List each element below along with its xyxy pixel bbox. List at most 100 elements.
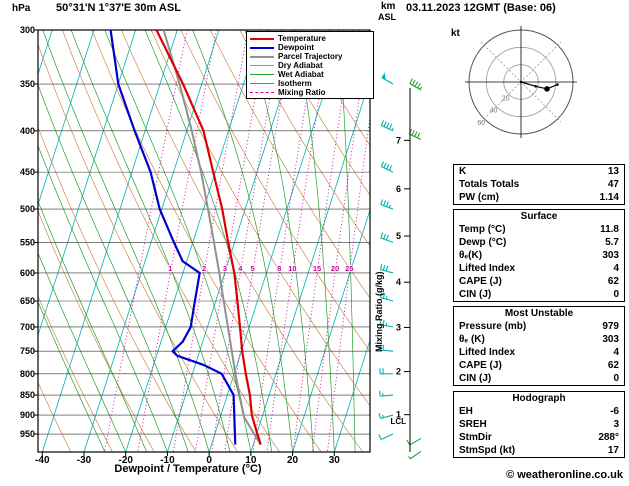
stat-row: Pressure (mb) 979	[454, 320, 624, 333]
svg-text:3: 3	[223, 264, 227, 273]
stat-row: CIN (J) 0	[454, 288, 624, 301]
svg-text:8: 8	[277, 264, 281, 273]
svg-text:600: 600	[20, 268, 35, 278]
stat-label: Temp (°C)	[459, 224, 506, 235]
wet-adiabat-line-sample	[250, 74, 274, 75]
mixing-ratio-axis-label: Mixing Ratio (g/kg)	[374, 271, 384, 353]
parcel-line-sample	[250, 55, 274, 58]
svg-text:5: 5	[250, 264, 254, 273]
temperature-line-sample	[250, 37, 274, 40]
svg-text:1: 1	[168, 264, 172, 273]
svg-text:7: 7	[396, 135, 401, 145]
stability-indices-panel: K 13 Totals Totals 47 PW (cm) 1.14	[453, 164, 625, 205]
stat-row: Dewp (°C) 5.7	[454, 236, 624, 249]
stat-value: 13	[607, 166, 619, 177]
km-axis-unit-asl: ASL	[378, 12, 396, 22]
mixing-ratio-line-sample	[250, 92, 274, 93]
svg-text:300: 300	[20, 25, 35, 35]
isotherm-lines	[38, 30, 370, 452]
svg-text:-10: -10	[160, 455, 175, 466]
stat-label: CAPE (J)	[459, 276, 502, 287]
stat-value: 62	[607, 360, 619, 371]
isotherm-line-sample	[250, 83, 274, 84]
legend-item: Dewpoint	[250, 43, 371, 52]
stat-row: K 13	[454, 165, 624, 178]
stat-value: 4	[613, 347, 619, 358]
stat-value: 303	[602, 334, 619, 345]
temperature-axis: -40 -30 -20 -10 0 10 20 30	[35, 452, 340, 466]
stat-row: CAPE (J) 62	[454, 275, 624, 288]
stat-row: CIN (J) 0	[454, 372, 624, 385]
stat-value: 4	[613, 263, 619, 274]
svg-text:5: 5	[396, 231, 401, 241]
stat-row: Lifted Index 4	[454, 346, 624, 359]
stat-label: K	[459, 166, 467, 177]
stat-label: StmDir	[459, 432, 492, 443]
legend-label: Dewpoint	[278, 43, 314, 52]
stat-label: PW (cm)	[459, 192, 499, 203]
stat-row: StmDir 288°	[454, 431, 624, 444]
svg-text:1: 1	[396, 410, 401, 420]
stat-value: 17	[607, 445, 619, 456]
stat-row: SREH 3	[454, 418, 624, 431]
dry-adiabat-line-sample	[250, 65, 274, 66]
stat-value: 303	[602, 250, 619, 261]
wet-adiabat-lines	[38, 30, 356, 452]
parcel-trajectory-curve	[162, 30, 262, 446]
svg-text:6: 6	[396, 184, 401, 194]
svg-text:900: 900	[20, 410, 35, 420]
stat-value: 5.7	[605, 237, 619, 248]
svg-text:700: 700	[20, 322, 35, 332]
stat-value: 0	[613, 289, 619, 300]
stat-value: 3	[613, 419, 619, 430]
stat-row: EH -6	[454, 405, 624, 418]
legend-label: Isotherm	[278, 79, 312, 88]
stat-value: 11.8	[600, 224, 619, 235]
legend-item: Temperature	[250, 34, 371, 43]
svg-text:30: 30	[329, 455, 341, 466]
most-unstable-panel: Most Unstable Pressure (mb) 979 θₑ (K) 3…	[453, 306, 625, 386]
svg-text:20: 20	[331, 264, 339, 273]
svg-text:4: 4	[396, 277, 401, 287]
svg-text:4: 4	[238, 264, 243, 273]
legend-item: Parcel Trajectory	[250, 52, 371, 61]
svg-text:0: 0	[206, 455, 212, 466]
copyright: © weatheronline.co.uk	[506, 469, 623, 481]
legend: Temperature Dewpoint Parcel Trajectory D…	[246, 31, 374, 99]
legend-item: Isotherm	[250, 79, 371, 88]
hodograph-panel: Hodograph EH -6 SREH 3 StmDir 288° StmSp…	[453, 391, 625, 458]
panel-title: Surface	[520, 211, 558, 222]
pressure-axis-unit: hPa	[12, 3, 31, 14]
datetime-title: 03.11.2023 12GMT (Base: 06)	[406, 2, 556, 14]
surface-panel: Surface Temp (°C) 11.8 Dewp (°C) 5.7 θₑ(…	[453, 209, 625, 302]
panel-title: Most Unstable	[504, 308, 574, 319]
svg-text:LCL: LCL	[390, 417, 406, 426]
stat-row: Temp (°C) 11.8	[454, 223, 624, 236]
stat-label: θₑ (K)	[459, 334, 485, 345]
stat-label: CIN (J)	[459, 289, 492, 300]
stat-label: CIN (J)	[459, 373, 492, 384]
svg-text:40: 40	[490, 108, 498, 115]
legend-item: Wet Adiabat	[250, 70, 371, 79]
wind-barbs	[378, 72, 394, 441]
stat-row: θₑ (K) 303	[454, 333, 624, 346]
stat-row: PW (cm) 1.14	[454, 191, 624, 204]
stat-label: Dewp (°C)	[459, 237, 507, 248]
temperature-curve	[155, 30, 262, 445]
stat-row: Totals Totals 47	[454, 178, 624, 191]
legend-item: Mixing Ratio	[250, 88, 371, 97]
legend-label: Temperature	[278, 34, 326, 43]
svg-text:-40: -40	[35, 455, 50, 466]
hodograph-unit: kt	[451, 28, 460, 39]
legend-label: Mixing Ratio	[278, 88, 326, 97]
svg-text:15: 15	[313, 264, 321, 273]
svg-text:2: 2	[396, 367, 401, 377]
svg-text:25: 25	[345, 264, 353, 273]
svg-text:800: 800	[20, 369, 35, 379]
stat-row: StmSpd (kt) 17	[454, 444, 624, 457]
svg-text:10: 10	[245, 455, 257, 466]
stat-label: Lifted Index	[459, 263, 516, 274]
plot-border	[37, 29, 371, 453]
dewpoint-line-sample	[250, 46, 274, 49]
svg-text:950: 950	[20, 429, 35, 439]
